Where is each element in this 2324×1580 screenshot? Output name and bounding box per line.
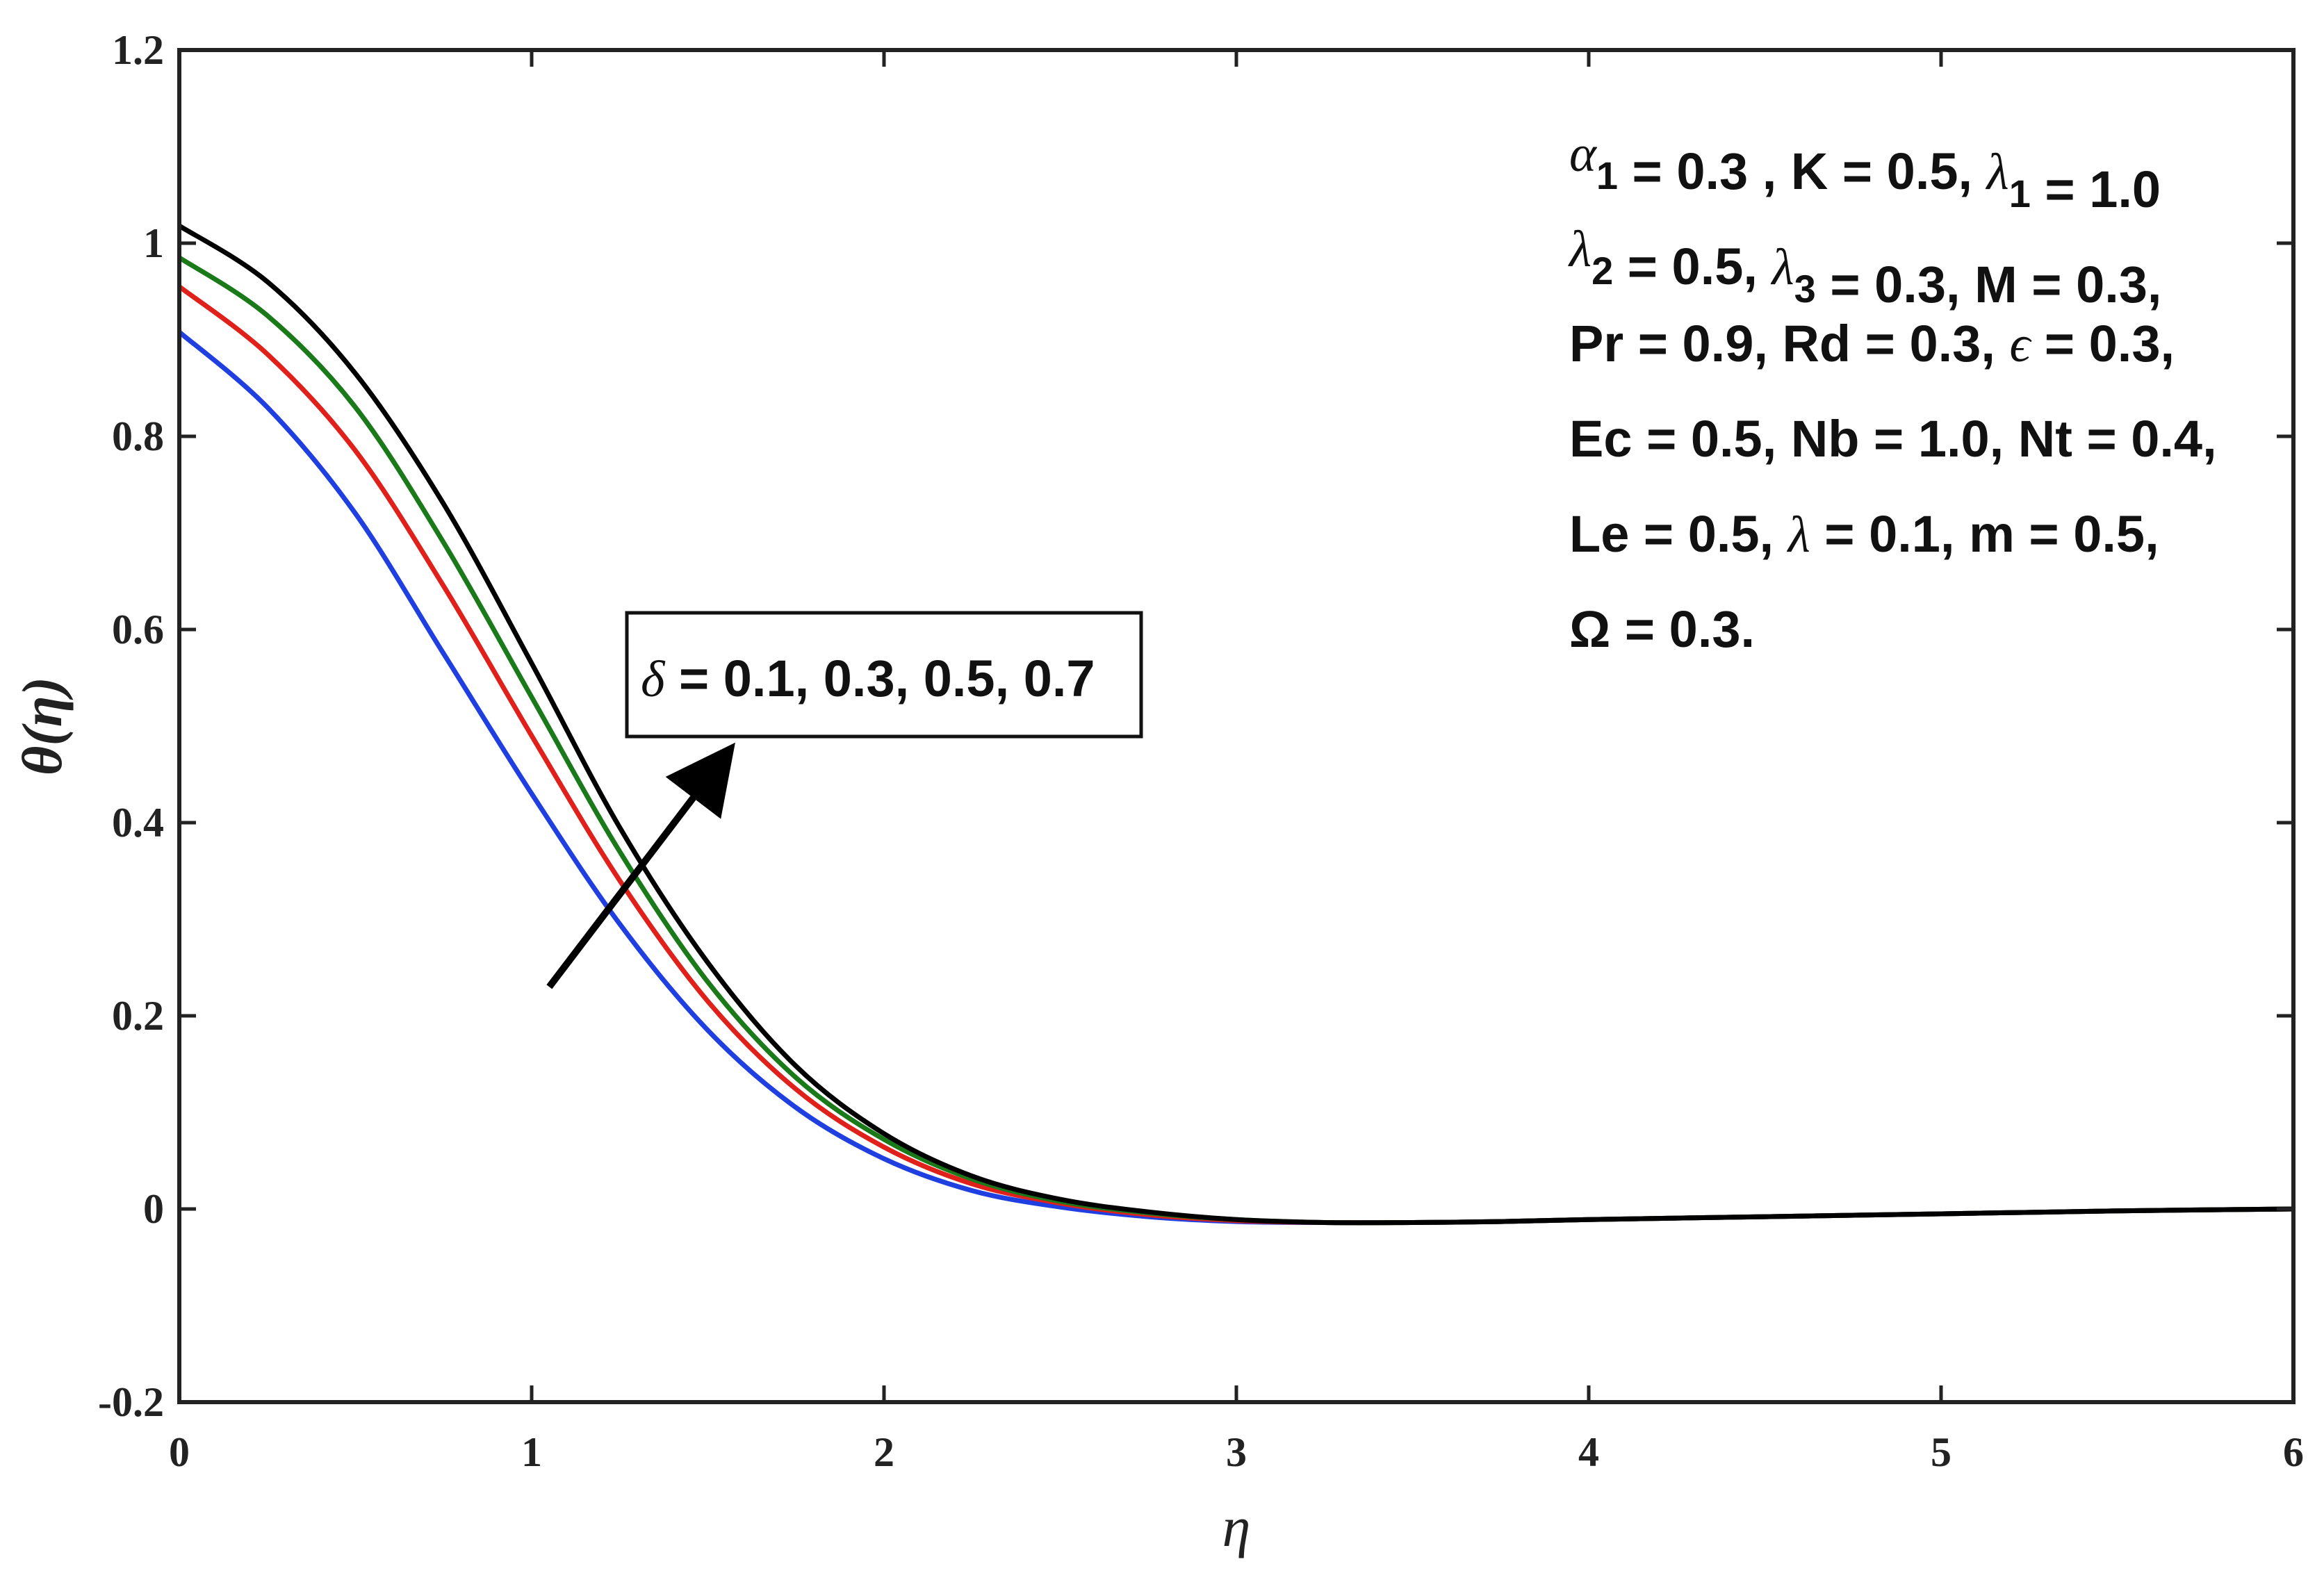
greek-symbol: ϵ bbox=[2009, 316, 2032, 373]
parameter-text: = 0.3, bbox=[2030, 315, 2175, 372]
y-tick-label: -0.2 bbox=[98, 1379, 164, 1425]
parameter-text: = 0.1, m = 0.5, bbox=[1810, 505, 2159, 563]
parameter-text: Pr = 0.9, Rd = 0.3, bbox=[1569, 315, 2009, 372]
y-tick-label: 1.2 bbox=[112, 27, 164, 73]
subscript: 1 bbox=[1596, 154, 1618, 197]
parameter-list: α1 = 0.3 , K = 0.5, λ1 = 1.0λ2 = 0.5, λ3… bbox=[1568, 126, 2217, 658]
legend-box-text: δ = 0.1, 0.3, 0.5, 0.7 bbox=[641, 650, 1095, 708]
parameter-line: α1 = 0.3 , K = 0.5, λ1 = 1.0 bbox=[1569, 126, 2161, 218]
legend-box-border bbox=[625, 611, 1143, 739]
x-tick-label: 0 bbox=[169, 1429, 190, 1475]
x-axis-label: η bbox=[1222, 1495, 1251, 1558]
parameter-line: Ω = 0.3. bbox=[1569, 600, 1755, 658]
curves-layer bbox=[177, 224, 2294, 1226]
parameter-line: λ2 = 0.5, λ3 = 0.3, M = 0.3, bbox=[1568, 221, 2162, 313]
parameter-text: Ec = 0.5, Nb = 1.0, Nt = 0.4, bbox=[1569, 410, 2217, 468]
parameter-text: Ω = 0.3. bbox=[1569, 600, 1755, 658]
subscript: 3 bbox=[1794, 267, 1816, 311]
y-tick-label: 0.8 bbox=[112, 413, 164, 459]
y-tick-label: 0.2 bbox=[112, 993, 164, 1039]
parameter-text: = 1.0 bbox=[2031, 161, 2161, 218]
y-tick-label: 0 bbox=[143, 1186, 164, 1232]
parameter-text: = 0.3, M = 0.3, bbox=[1816, 256, 2162, 313]
greek-symbol: λ bbox=[1787, 507, 1810, 563]
parameter-text: = 0.5, bbox=[1613, 238, 1771, 295]
plot-frame bbox=[177, 48, 2296, 1404]
x-tick-label: 4 bbox=[1578, 1429, 1599, 1475]
y-tick-label: 0.4 bbox=[112, 800, 164, 846]
x-tick-label: 3 bbox=[1226, 1429, 1247, 1475]
parameter-line: Pr = 0.9, Rd = 0.3, ϵ = 0.3, bbox=[1569, 315, 2175, 373]
x-tick-label: 5 bbox=[1931, 1429, 1951, 1475]
greek-symbol: λ bbox=[1568, 221, 1591, 278]
y-tick-label: 0.6 bbox=[112, 607, 164, 652]
x-tick-label: 2 bbox=[874, 1429, 894, 1475]
parameter-text: Le = 0.5, bbox=[1569, 505, 1788, 563]
subscript: 1 bbox=[2009, 172, 2031, 215]
greek-symbol: λ bbox=[1986, 144, 2009, 201]
legend-values: = 0.1, 0.3, 0.5, 0.7 bbox=[664, 650, 1095, 707]
series-line-4 bbox=[178, 224, 2294, 1226]
parameter-line: Ec = 0.5, Nb = 1.0, Nt = 0.4, bbox=[1569, 410, 2217, 468]
greek-symbol: α bbox=[1569, 126, 1598, 183]
greek-symbol: λ bbox=[1771, 239, 1794, 296]
tick-layer: -0.200.20.40.60.811.20 1 2 3 4 5 6 bbox=[98, 27, 2304, 1475]
trend-arrow bbox=[546, 742, 735, 989]
y-tick-label: 1 bbox=[143, 220, 164, 266]
x-tick-label: 1 bbox=[521, 1429, 542, 1475]
legend-symbol: δ bbox=[641, 651, 666, 708]
x-tick-label: 6 bbox=[2283, 1429, 2304, 1475]
parameter-text: = 0.3 , K = 0.5, bbox=[1618, 142, 1987, 200]
subscript: 2 bbox=[1591, 249, 1613, 293]
parameter-line: Le = 0.5, λ = 0.1, m = 0.5, bbox=[1569, 505, 2159, 563]
y-axis-label: θ(η) bbox=[10, 677, 74, 775]
legend-box: δ = 0.1, 0.3, 0.5, 0.7 bbox=[625, 611, 1143, 739]
